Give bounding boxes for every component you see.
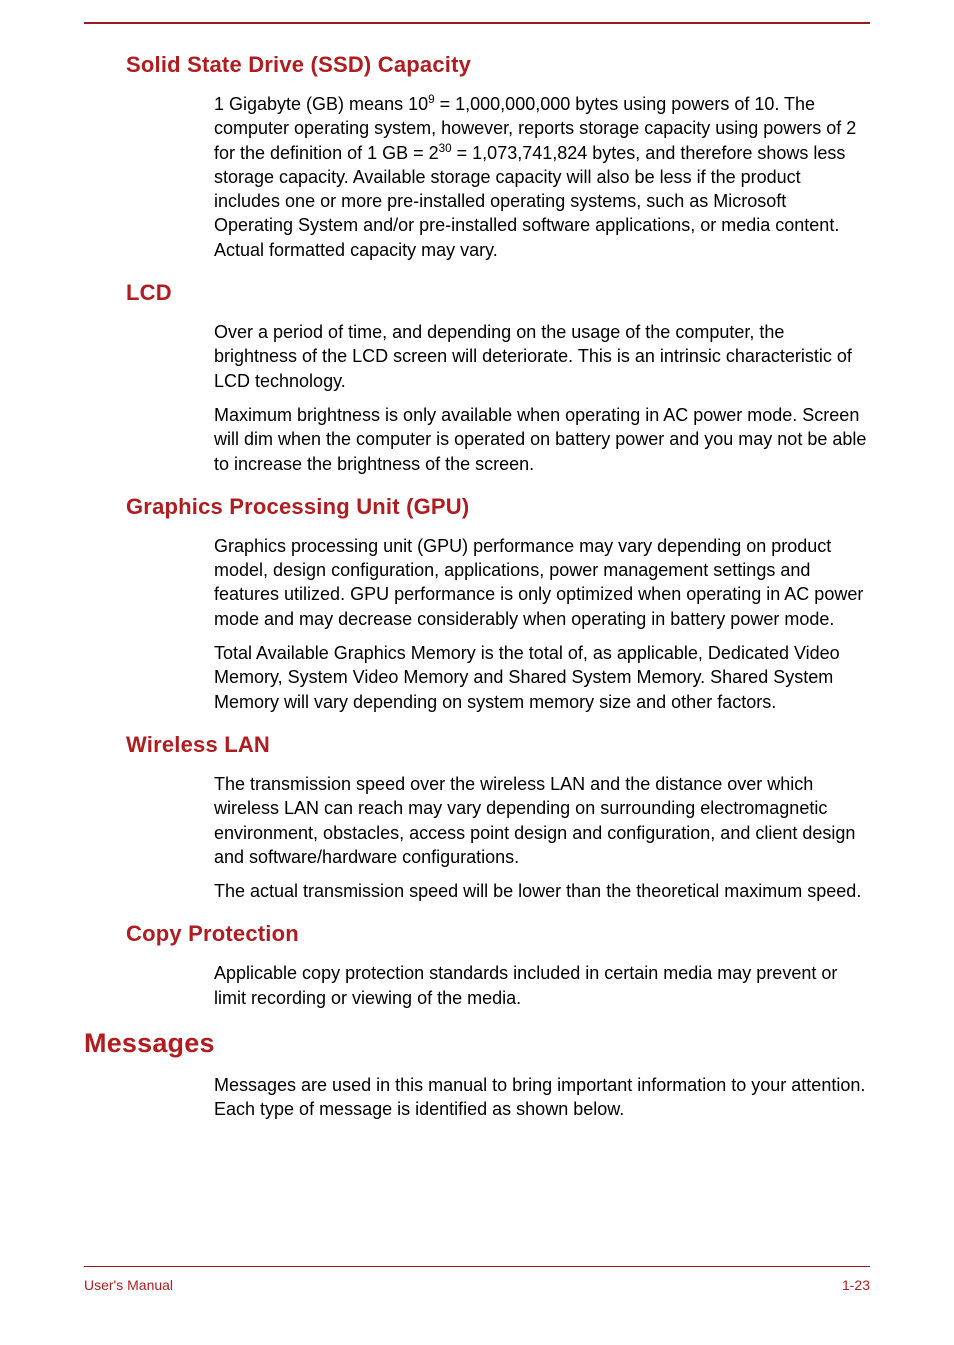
gpu-p2: Total Available Graphics Memory is the t…	[214, 641, 870, 714]
bottom-rule	[84, 1266, 870, 1267]
footer-row: User's Manual 1-23	[84, 1277, 870, 1293]
ssd-p1: 1 Gigabyte (GB) means 109 = 1,000,000,00…	[214, 92, 870, 262]
messages-p1: Messages are used in this manual to brin…	[214, 1073, 870, 1122]
footer-right: 1-23	[842, 1277, 870, 1293]
wlan-p1: The transmission speed over the wireless…	[214, 772, 870, 869]
heading-ssd: Solid State Drive (SSD) Capacity	[126, 52, 870, 78]
body-copy: Applicable copy protection standards inc…	[214, 961, 870, 1010]
lcd-p2: Maximum brightness is only available whe…	[214, 403, 870, 476]
top-rule	[84, 22, 870, 24]
heading-messages: Messages	[84, 1028, 870, 1059]
heading-lcd: LCD	[126, 280, 870, 306]
heading-copy: Copy Protection	[126, 921, 870, 947]
body-messages: Messages are used in this manual to brin…	[214, 1073, 870, 1122]
body-lcd: Over a period of time, and depending on …	[214, 320, 870, 476]
wlan-p2: The actual transmission speed will be lo…	[214, 879, 870, 903]
footer: User's Manual 1-23	[84, 1266, 870, 1293]
gpu-p1: Graphics processing unit (GPU) performan…	[214, 534, 870, 631]
lcd-p1: Over a period of time, and depending on …	[214, 320, 870, 393]
page-content: Solid State Drive (SSD) Capacity 1 Gigab…	[0, 0, 954, 1122]
heading-gpu: Graphics Processing Unit (GPU)	[126, 494, 870, 520]
footer-left: User's Manual	[84, 1277, 173, 1293]
heading-wlan: Wireless LAN	[126, 732, 870, 758]
body-gpu: Graphics processing unit (GPU) performan…	[214, 534, 870, 714]
copy-p1: Applicable copy protection standards inc…	[214, 961, 870, 1010]
body-wlan: The transmission speed over the wireless…	[214, 772, 870, 903]
body-ssd: 1 Gigabyte (GB) means 109 = 1,000,000,00…	[214, 92, 870, 262]
